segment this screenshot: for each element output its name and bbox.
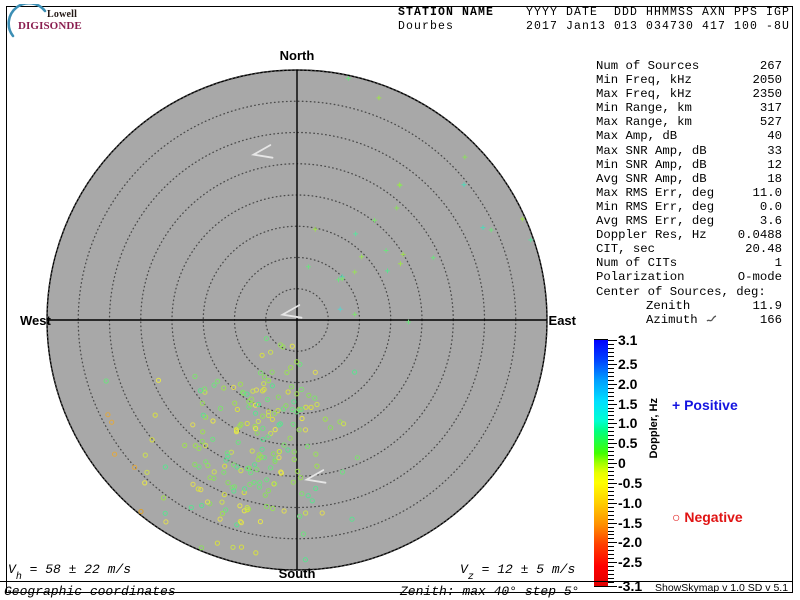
svg-text:North: North bbox=[280, 48, 315, 63]
svg-text:West: West bbox=[20, 313, 51, 328]
svg-text:East: East bbox=[549, 313, 577, 328]
svg-text:South: South bbox=[279, 566, 316, 581]
